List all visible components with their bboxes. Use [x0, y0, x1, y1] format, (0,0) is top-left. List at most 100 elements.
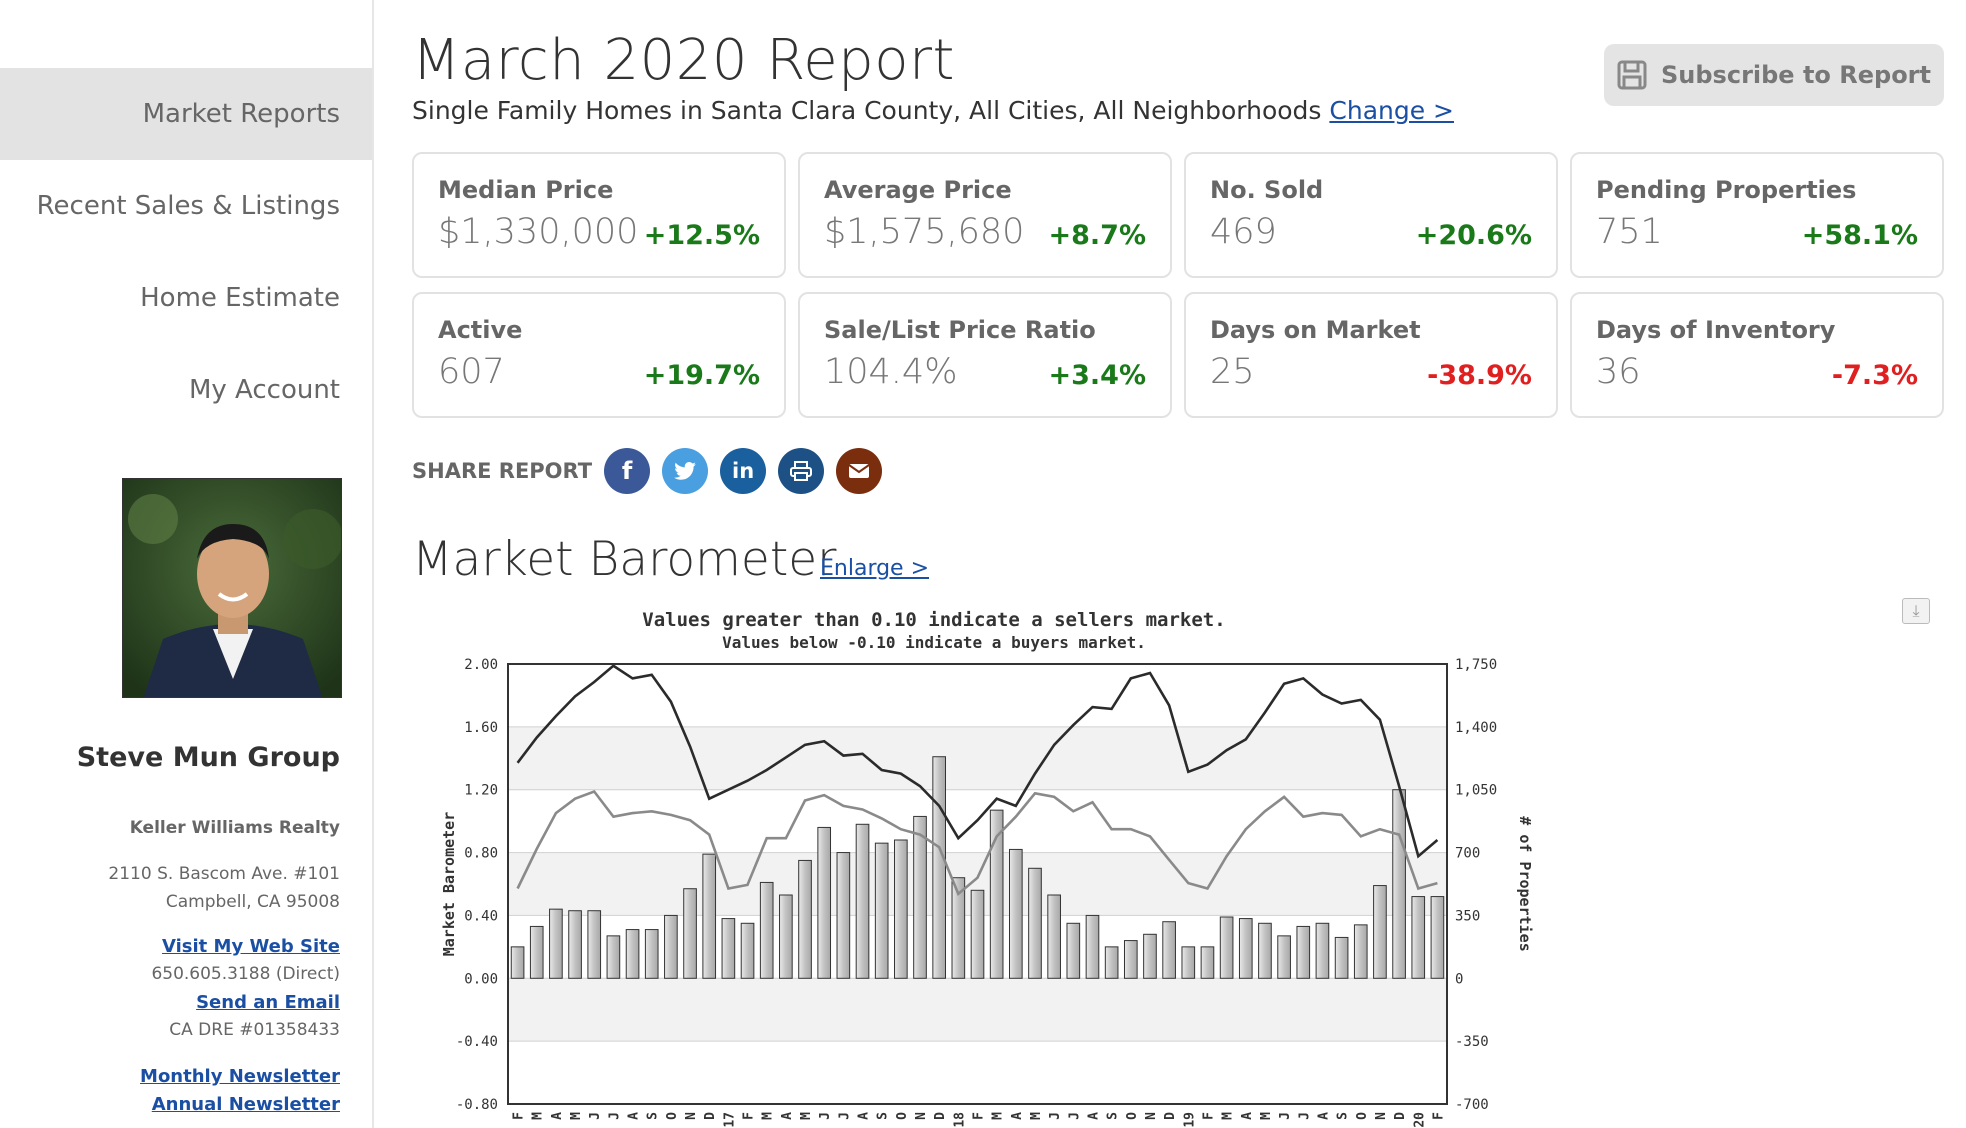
x-tick-label: A — [1316, 1112, 1331, 1120]
bar — [1411, 896, 1426, 979]
plot-border — [507, 663, 1448, 1105]
agent-address-line1: 2110 S. Bascom Ave. #101 — [108, 864, 340, 884]
annual-newsletter-link[interactable]: Annual Newsletter — [151, 1094, 340, 1115]
y2-tick-label: -700 — [1455, 1097, 1489, 1113]
x-tick-label: N — [914, 1112, 929, 1120]
bar — [740, 922, 755, 979]
y-tick-label: 2.00 — [464, 657, 498, 673]
bar — [836, 852, 851, 979]
stat-card-pending-properties: Pending Properties 751 +58.1% — [1570, 152, 1944, 278]
email-icon[interactable] — [836, 448, 883, 494]
stat-card-days-on-market: Days on Market 25 -38.9% — [1184, 292, 1558, 418]
x-tick-label: J — [1048, 1112, 1063, 1120]
x-tick-label: S — [1106, 1112, 1121, 1120]
x-tick-label: F — [972, 1112, 987, 1120]
x-tick-label: A — [1240, 1112, 1255, 1120]
bar — [1104, 946, 1119, 979]
stat-change: +19.7% — [643, 360, 760, 391]
stat-value: 104.4% — [824, 352, 958, 392]
bar — [970, 889, 985, 979]
main-content: March 2020 Report Single Family Homes in… — [412, 0, 1966, 1128]
page-title: March 2020 Report — [412, 28, 955, 93]
print-icon[interactable] — [778, 448, 825, 494]
stat-card-average-price: Average Price $1,575,680 +8.7% — [798, 152, 1172, 278]
agent-name: Steve Mun Group — [76, 742, 340, 773]
bar — [989, 809, 1004, 979]
x-tick-label: M — [1221, 1112, 1236, 1120]
agent-address-line2: Campbell, CA 95008 — [165, 892, 340, 912]
x-tick-label: N — [1144, 1112, 1159, 1120]
nav-home-estimate[interactable]: Home Estimate — [140, 283, 340, 313]
enlarge-link[interactable]: Enlarge > — [820, 556, 930, 581]
bar — [913, 815, 927, 979]
x-tick-label: N — [684, 1112, 699, 1120]
stat-value: 25 — [1210, 352, 1255, 392]
x-tick-label: M — [1029, 1112, 1044, 1120]
x-tick-label: J — [588, 1112, 603, 1120]
x-tick-label: 20 — [1412, 1112, 1427, 1128]
x-tick-label: A — [627, 1112, 642, 1120]
x-tick-label: M — [531, 1112, 546, 1120]
stat-change: +8.7% — [1048, 220, 1146, 251]
nav-market-reports[interactable]: Market Reports — [0, 68, 372, 160]
bar — [1009, 848, 1023, 979]
y-tick-label: 0.00 — [464, 971, 498, 987]
subscribe-button[interactable]: Subscribe to Report — [1604, 44, 1944, 106]
y2-tick-label: 700 — [1455, 846, 1480, 862]
x-tick-label: A — [1010, 1112, 1025, 1120]
bar — [1085, 914, 1100, 979]
x-tick-label: M — [761, 1112, 776, 1120]
report-subtitle: Single Family Homes in Santa Clara Count… — [412, 96, 1454, 125]
stat-change: +3.4% — [1048, 360, 1146, 391]
bar — [932, 756, 946, 979]
twitter-icon[interactable] — [662, 448, 709, 494]
stat-label: Median Price — [438, 176, 614, 204]
x-tick-label: F — [1431, 1112, 1446, 1120]
bar — [798, 859, 812, 979]
monthly-newsletter-link[interactable]: Monthly Newsletter — [140, 1066, 340, 1087]
x-tick-label: D — [933, 1112, 948, 1120]
bar — [664, 914, 678, 979]
bar — [1047, 894, 1061, 979]
x-tick-label: J — [818, 1112, 833, 1120]
y-tick-label: 1.60 — [464, 720, 498, 736]
change-link[interactable]: Change > — [1329, 96, 1454, 125]
download-icon[interactable]: ⤓ — [1902, 598, 1930, 624]
stat-value: $1,330,000 — [438, 212, 639, 252]
stat-card-no-sold: No. Sold 469 +20.6% — [1184, 152, 1558, 278]
x-tick-label: M — [569, 1112, 584, 1120]
bar — [1162, 921, 1176, 979]
x-tick-label: F — [742, 1112, 757, 1120]
stat-value: 607 — [438, 352, 505, 392]
series-line-1 — [516, 664, 1439, 859]
stat-label: Average Price — [824, 176, 1012, 204]
nav-recent-sales-listings[interactable]: Recent Sales & Listings — [36, 191, 340, 221]
bar — [951, 877, 966, 979]
x-tick-label: J — [1067, 1112, 1082, 1120]
agent-dre: CA DRE #01358433 — [169, 1020, 340, 1040]
bar — [855, 823, 870, 979]
x-tick-label: O — [1125, 1112, 1140, 1120]
x-tick-label: M — [799, 1112, 814, 1120]
bar — [549, 908, 563, 979]
chart-title: Values greater than 0.10 indicate a sell… — [642, 609, 1225, 631]
x-tick-label: S — [1336, 1112, 1351, 1120]
y2-tick-label: -350 — [1455, 1034, 1489, 1050]
send-email-link[interactable]: Send an Email — [196, 992, 340, 1013]
bar — [702, 853, 717, 979]
stat-label: Active — [438, 316, 523, 344]
facebook-icon[interactable]: f — [604, 448, 651, 494]
stat-card-median-price: Median Price $1,330,000 +12.5% — [412, 152, 786, 278]
nav-my-account[interactable]: My Account — [188, 375, 340, 405]
sidebar-nav: Market Reports Recent Sales & Listings H… — [0, 68, 372, 436]
stat-change: -7.3% — [1831, 360, 1918, 391]
visit-website-link[interactable]: Visit My Web Site — [162, 936, 340, 957]
bar — [510, 946, 525, 979]
linkedin-icon[interactable]: in — [720, 448, 767, 494]
y-tick-label: 1.20 — [464, 783, 498, 799]
x-tick-label: A — [857, 1112, 872, 1120]
agent-phone: 650.605.3188 (Direct) — [151, 964, 340, 984]
stat-card-days-of-inventory: Days of Inventory 36 -7.3% — [1570, 292, 1944, 418]
stat-value: $1,575,680 — [824, 212, 1025, 252]
bar — [1200, 946, 1215, 979]
